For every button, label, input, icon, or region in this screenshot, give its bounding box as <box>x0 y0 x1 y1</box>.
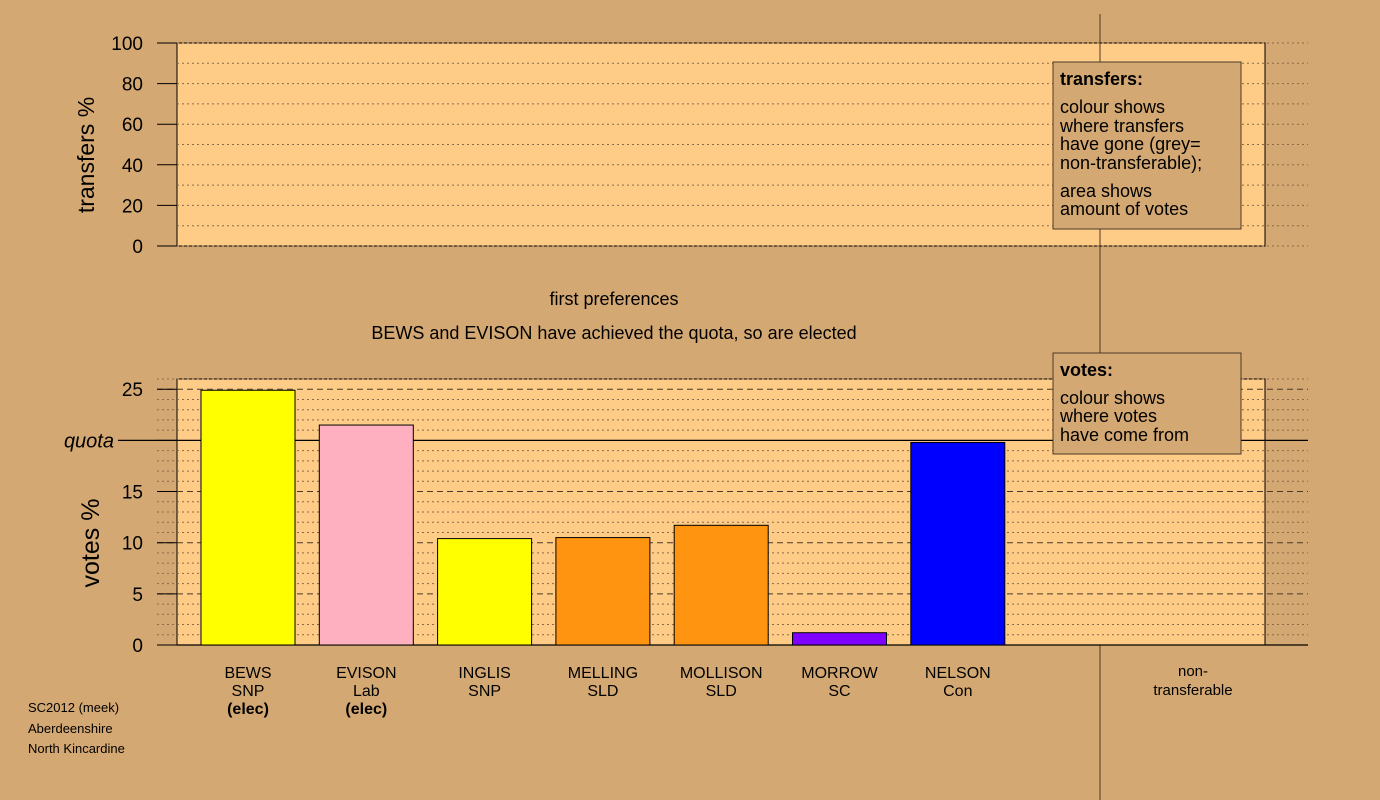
candidate-status: (elec) <box>227 701 269 718</box>
votes-legend-line: colour shows <box>1060 388 1165 408</box>
bar-melling <box>555 537 651 646</box>
candidate-labels: BEWSSNP(elec)EVISONLab(elec)INGLISSNPMEL… <box>224 663 1232 718</box>
candidate-name: MORROW <box>801 665 878 682</box>
votes-legend-box <box>1052 352 1242 455</box>
bar-bews <box>200 389 296 646</box>
transfers-legend-line: where transfers <box>1059 116 1184 136</box>
candidate-name: MOLLISON <box>680 665 763 682</box>
candidate-name: MELLING <box>568 665 638 682</box>
candidate-name: EVISON <box>336 665 396 682</box>
candidate-name: BEWS <box>224 665 271 682</box>
votes-legend-line: have come from <box>1060 425 1189 445</box>
votes-y-tick-label: 5 <box>132 585 143 606</box>
transfers-y-tick-label: 40 <box>122 156 143 177</box>
votes-legend-title: votes: <box>1060 360 1113 380</box>
candidate-status: (elec) <box>345 701 387 718</box>
candidate-party: SNP <box>232 683 265 700</box>
votes-y-axis-label: votes % <box>77 499 105 588</box>
transfers-y-axis-label: transfers % <box>73 97 99 213</box>
stage-title: first preferences <box>549 289 678 309</box>
candidate-party: SNP <box>468 683 501 700</box>
footer-line: Aberdeenshire <box>28 721 113 736</box>
transfers-legend-line: area shows <box>1060 181 1152 201</box>
candidate-party: SC <box>828 683 850 700</box>
transfers-y-axis: 0 20 40 60 80 100 <box>111 34 177 258</box>
transfers-legend-title: transfers: <box>1060 69 1143 89</box>
transfers-y-tick-label: 100 <box>111 34 143 55</box>
transfers-legend: transfers: colour shows where transfers … <box>1052 61 1242 230</box>
candidate-party: Lab <box>353 683 380 700</box>
transfers-legend-line: colour shows <box>1060 97 1165 117</box>
bar-mollison <box>673 524 769 646</box>
votes-bars <box>200 389 1006 646</box>
transfers-y-tick-label: 20 <box>122 196 143 217</box>
transfers-legend-line: have gone (grey= <box>1060 134 1201 154</box>
votes-y-tick-label: 10 <box>122 534 143 555</box>
votes-y-tick-label: 0 <box>132 636 143 657</box>
candidate-name: NELSON <box>925 665 991 682</box>
transfers-legend-box <box>1052 61 1242 230</box>
candidate-name: INGLIS <box>458 665 510 682</box>
votes-legend-line: where votes <box>1059 406 1157 426</box>
quota-label: quota <box>64 430 114 452</box>
bar-evison <box>318 424 414 646</box>
candidate-party: SLD <box>706 683 737 700</box>
votes-y-axis: 0 5 10 15 25 <box>122 380 177 657</box>
votes-y-tick-label: 25 <box>122 380 143 401</box>
bar-nelson <box>910 441 1006 646</box>
transfers-legend-line: amount of votes <box>1060 199 1188 219</box>
transfers-y-tick-label: 60 <box>122 115 143 136</box>
votes-legend: votes: colour shows where votes have com… <box>1052 352 1242 455</box>
candidate-party: SLD <box>587 683 618 700</box>
transfers-y-tick-label: 0 <box>132 237 143 258</box>
transfers-gridlines <box>177 42 1308 247</box>
footer-line: SC2012 (meek) <box>28 700 119 715</box>
bar-inglis <box>437 538 533 646</box>
footer-line: North Kincardine <box>28 741 125 756</box>
status-message: BEWS and EVISON have achieved the quota,… <box>371 323 856 343</box>
bar-morrow <box>792 632 887 646</box>
transfers-y-tick-label: 80 <box>122 75 143 96</box>
nontransferable-label: non- <box>1178 663 1208 680</box>
votes-y-tick-label: 15 <box>122 483 143 504</box>
nontransferable-label: transferable <box>1153 682 1232 699</box>
transfers-legend-line: non-transferable); <box>1060 153 1202 173</box>
candidate-party: Con <box>943 683 972 700</box>
